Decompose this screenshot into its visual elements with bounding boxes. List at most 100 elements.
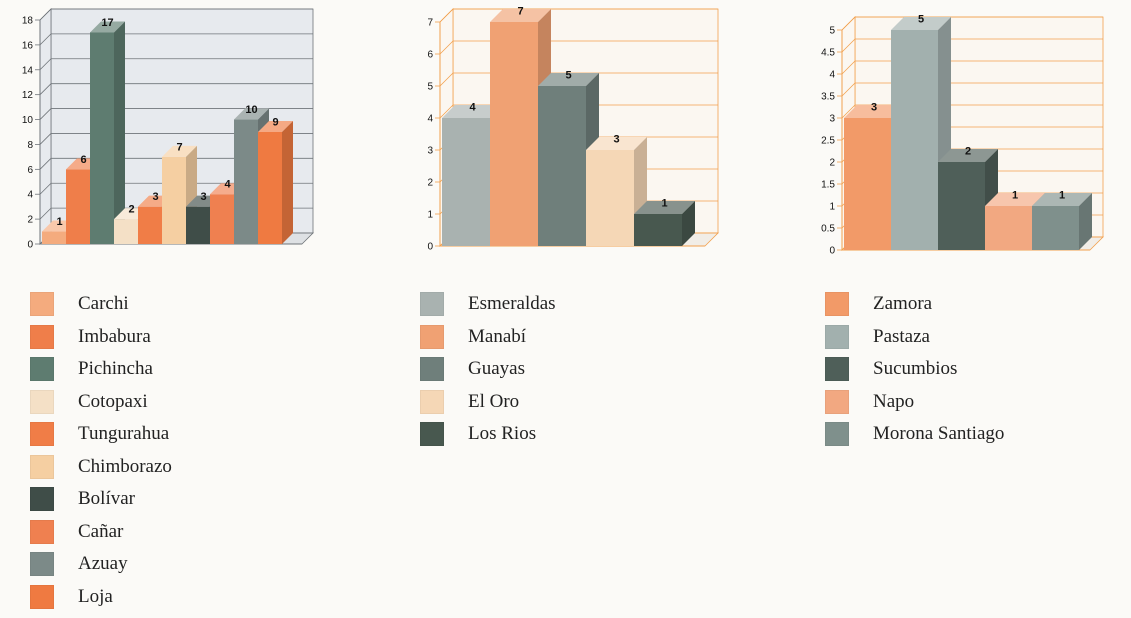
y-tick-label: 4.5	[821, 48, 835, 59]
legend-swatch	[30, 292, 54, 316]
gridline-side	[841, 38, 856, 53]
legend-swatch	[420, 357, 444, 381]
y-tick-label: 2	[427, 178, 433, 189]
legend-swatch	[825, 389, 849, 414]
data-label: 5	[565, 70, 571, 82]
y-tick-label: 2.5	[821, 136, 835, 147]
bar-top	[538, 73, 599, 86]
bar-los-rios: 1	[634, 198, 695, 246]
y-tick-label: 6	[427, 50, 433, 61]
legend-swatch	[825, 324, 849, 349]
legend-item-chimborazo: Chimborazo	[30, 454, 172, 480]
bar-morona-santiago: 1	[1032, 190, 1092, 250]
legend-swatch	[30, 519, 54, 544]
y-tick-label: 0	[27, 240, 33, 251]
y-tick-label: 1	[427, 210, 433, 221]
data-label: 7	[176, 141, 182, 153]
legend-item-pichincha: Pichincha	[30, 356, 153, 382]
gridline-side	[841, 16, 856, 31]
legend-swatch	[420, 422, 444, 446]
data-label: 3	[871, 102, 877, 114]
chart-2: 0 1 2 3 4 5 6 7 4 7 5 3 1	[405, 6, 750, 262]
legend-item-tungurahua: Tungurahua	[30, 421, 169, 447]
data-label: 1	[661, 198, 667, 210]
bar-side	[682, 201, 695, 246]
bar-front	[234, 119, 258, 244]
bar-front	[1032, 206, 1079, 250]
y-tick-label: 14	[22, 65, 34, 76]
data-label: 9	[272, 117, 278, 129]
y-tick-label: 1	[829, 202, 835, 213]
chart-3-svg: 0 0.5 1 1.5 2 2.5 3 3.5 4 4.5 5 3 5 2 1 1	[821, 14, 1104, 257]
y-tick-label: 0	[427, 242, 433, 253]
y-tick-label: 10	[22, 115, 34, 126]
gridline-side	[439, 40, 454, 55]
legend-label: El Oro	[468, 390, 520, 412]
legend-item-sucumbios: Sucumbios	[825, 356, 957, 382]
legend-swatch	[30, 584, 54, 609]
y-tick-label: 6	[27, 165, 33, 176]
legend-item-zamora: Zamora	[825, 291, 932, 317]
legend-label: Cañar	[78, 520, 124, 542]
gridline-side	[39, 58, 52, 71]
chart-3: 0 0.5 1 1.5 2 2.5 3 3.5 4 4.5 5 3 5 2 1 1	[800, 14, 1131, 262]
y-tick-label: 18	[22, 16, 34, 27]
y-tick-label: 4	[829, 70, 835, 81]
legend-swatch	[825, 422, 849, 446]
legend-label: Esmeraldas	[468, 293, 556, 314]
legend-label: Bolívar	[78, 488, 135, 509]
plot-side-wall	[39, 8, 52, 245]
bar-top	[586, 137, 647, 150]
legend-item-imbabura: Imbabura	[30, 324, 151, 350]
bar-side	[282, 121, 293, 244]
gridline-side	[39, 182, 52, 195]
y-tick-label: 0	[829, 246, 835, 257]
data-label: 1	[1012, 190, 1018, 202]
gridline-side	[39, 158, 52, 170]
legend-label: Guayas	[468, 358, 525, 379]
bar-top	[985, 193, 1045, 206]
legend-item-napo: Napo	[825, 389, 914, 415]
legend-swatch	[30, 324, 54, 349]
bar-el-oro: 3	[586, 134, 647, 246]
gridline-side	[39, 207, 52, 220]
gridline-side	[39, 83, 52, 95]
gridline-side	[841, 82, 856, 97]
legend-label: Manabí	[468, 325, 527, 347]
data-label: 4	[224, 179, 231, 191]
legend-label: Sucumbios	[873, 358, 958, 379]
bar-top	[938, 149, 998, 162]
legend-swatch	[30, 357, 54, 381]
bar-top	[442, 105, 503, 118]
data-label: 4	[469, 102, 476, 114]
chart-2-svg: 0 1 2 3 4 5 6 7 4 7 5 3 1	[427, 6, 719, 253]
y-tick-label: 3	[829, 114, 835, 125]
legend-item-morona-santiago: Morona Santiago	[825, 421, 1004, 447]
bar-front	[210, 194, 234, 244]
bar-front	[891, 30, 938, 250]
bar-top	[162, 145, 197, 157]
legend-swatch	[420, 324, 444, 349]
bar-front	[66, 169, 90, 244]
data-label: 17	[101, 17, 113, 29]
y-tick-label: 16	[22, 40, 34, 51]
legend-label: Los Rios	[468, 423, 537, 444]
data-label: 1	[1059, 190, 1065, 202]
gridline-side	[841, 60, 856, 75]
bar-side	[1079, 193, 1092, 250]
bar-front	[186, 206, 210, 244]
legend-item-manabi: Manabí	[420, 324, 526, 350]
y-tick-label: 1.5	[821, 180, 835, 191]
bar-front	[114, 219, 138, 244]
bar-front	[634, 214, 682, 246]
legend-label: Tungurahua	[78, 423, 170, 444]
legend-label: Zamora	[873, 293, 933, 314]
data-label: 1	[56, 216, 62, 228]
y-tick-label: 5	[829, 26, 835, 37]
legend-item-bolivar: Bolívar	[30, 486, 135, 512]
bar-front	[586, 150, 634, 246]
data-label: 7	[517, 6, 523, 18]
y-tick-label: 4	[27, 190, 33, 201]
legend-label: Pastaza	[873, 325, 930, 347]
chart-1: 0 2 4 6 8 10 12 14 16 18 1 6 17 2 3 7 3 4 10 9	[10, 6, 340, 262]
